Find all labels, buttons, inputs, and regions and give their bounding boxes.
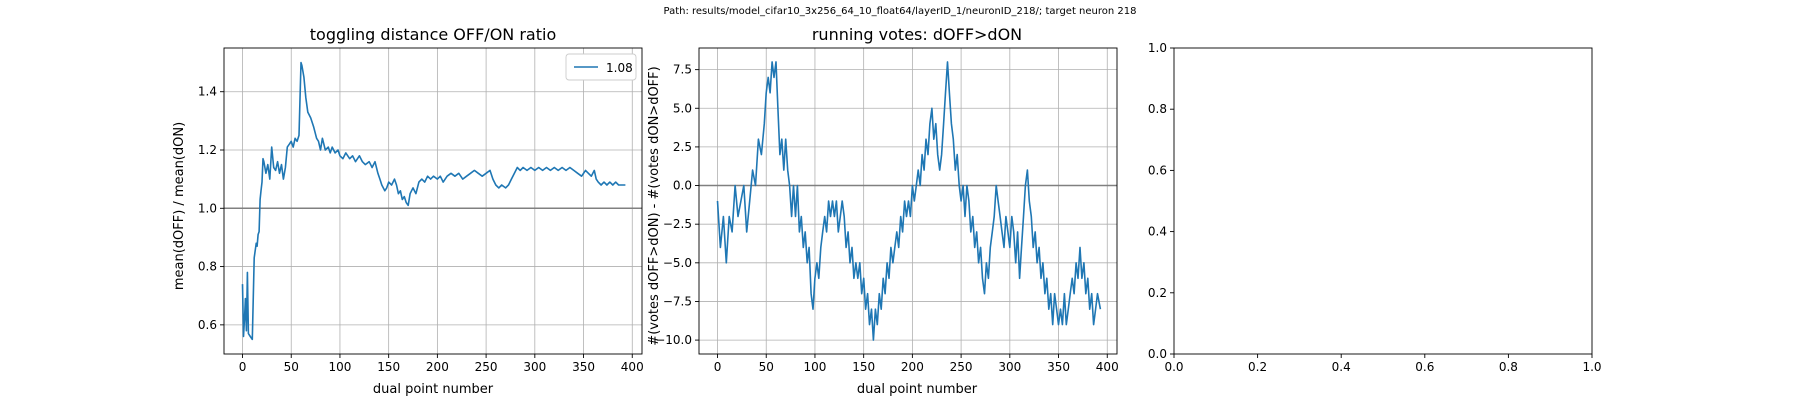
panel-votes-ytick-label: 2.5 (673, 140, 692, 154)
panel-votes-xtick-label: 200 (901, 360, 924, 374)
panel-votes-ytick-label: 0.0 (673, 179, 692, 193)
panel-ratio-xlabel: dual point number (373, 382, 494, 397)
panel-empty-ytick-label: 0.8 (1148, 102, 1167, 116)
panel-votes-xtick-label: 300 (998, 360, 1021, 374)
panel-votes: running votes: dOFF>dON dual point numbe… (647, 25, 1119, 397)
panel-empty-xtick-label: 1.0 (1582, 360, 1601, 374)
panel-ratio: toggling distance OFF/ON ratio dual poin… (172, 25, 644, 397)
panel-ratio-xtick-label: 300 (523, 360, 546, 374)
panel-ratio-xtick-label: 250 (475, 360, 498, 374)
panel-votes-title: running votes: dOFF>dON (812, 25, 1022, 44)
panel-empty-ytick-label: 0.2 (1148, 286, 1167, 300)
panel-votes-xtick-label: 50 (759, 360, 774, 374)
panel-votes-xlabel: dual point number (857, 382, 978, 397)
panel-empty-ytick-label: 0.6 (1148, 163, 1167, 177)
panel-ratio-xtick-label: 400 (621, 360, 644, 374)
panel-votes-xtick-label: 100 (803, 360, 826, 374)
panel-ratio-legend-box (565, 53, 637, 81)
panel-ratio-xtick-label: 200 (426, 360, 449, 374)
panel-votes-ytick-label: 5.0 (673, 101, 692, 115)
panel-ratio-xtick-label: 350 (572, 360, 595, 374)
panel-votes-ylabel: #(votes dOFF>dON) - #(votes dON>dOFF) (647, 66, 662, 345)
panel-votes-ytick-label: −7.5 (663, 294, 692, 308)
panel-empty-frame (1173, 47, 1593, 355)
panel-ratio-ytick-label: 1.4 (198, 85, 217, 99)
panel-empty-xtick-label: 0.0 (1164, 360, 1183, 374)
panel-empty-ytick-label: 0.0 (1148, 347, 1167, 361)
panel-ratio-xtick-label: 0 (239, 360, 247, 374)
panel-votes-xtick-label: 150 (852, 360, 875, 374)
panel-empty-xtick-label: 0.6 (1415, 360, 1434, 374)
panel-ratio-legend-label: 1.08 (606, 61, 633, 75)
panel-votes-xtick-label: 0 (714, 360, 722, 374)
panel-votes-xtick-label: 400 (1096, 360, 1119, 374)
panel-ratio-frame (223, 47, 643, 355)
panel-empty-ytick-label: 1.0 (1148, 41, 1167, 55)
panel-votes-xtick-label: 350 (1047, 360, 1070, 374)
panel-votes-ytick-label: −10.0 (655, 333, 692, 347)
panel-votes-ytick-label: 7.5 (673, 63, 692, 77)
panel-empty-xtick-label: 0.4 (1332, 360, 1351, 374)
panel-votes-series-line (716, 61, 1102, 341)
panel-ratio-title: toggling distance OFF/ON ratio (310, 25, 556, 44)
panel-ratio-ylabel: mean(dOFF) / mean(dON) (172, 122, 187, 290)
panel-votes-ytick-label: −5.0 (663, 256, 692, 270)
panel-empty-xtick-label: 0.2 (1248, 360, 1267, 374)
panel-empty-xtick-label: 0.8 (1499, 360, 1518, 374)
panel-votes-frame (698, 47, 1118, 355)
panel-ratio-ytick-label: 0.8 (198, 260, 217, 274)
panel-ratio-xtick-label: 50 (284, 360, 299, 374)
panel-votes-xtick-label: 250 (950, 360, 973, 374)
panel-ratio-ytick-label: 1.0 (198, 201, 217, 215)
panel-ratio-ytick-label: 1.2 (198, 143, 217, 157)
panel-ratio-ytick-label: 0.6 (198, 318, 217, 332)
panel-ratio-xtick-label: 150 (377, 360, 400, 374)
panel-ratio-series-line (241, 61, 626, 341)
panel-votes-ytick-label: −2.5 (663, 217, 692, 231)
panel-empty-ytick-label: 0.4 (1148, 225, 1167, 239)
figure-suptitle: Path: results/model_cifar10_3x256_64_10_… (664, 6, 1137, 17)
panel-ratio-xtick-label: 100 (328, 360, 351, 374)
panel-empty: 0.0 0.2 0.4 0.6 0.8 1.0 0.0 0.2 0.4 0.6 0.8 1.0 (1148, 41, 1602, 374)
